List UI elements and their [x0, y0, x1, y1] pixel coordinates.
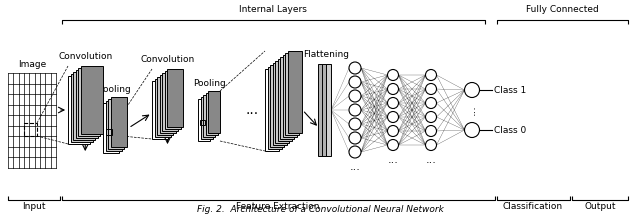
Bar: [322, 64, 327, 156]
Text: Output: Output: [584, 202, 616, 211]
Text: Flattening: Flattening: [303, 50, 349, 59]
Circle shape: [349, 62, 361, 74]
Circle shape: [349, 76, 361, 88]
Polygon shape: [159, 75, 175, 133]
Text: ...: ...: [388, 155, 399, 165]
Circle shape: [349, 132, 361, 144]
Polygon shape: [68, 76, 90, 144]
Polygon shape: [164, 71, 180, 129]
Circle shape: [426, 112, 436, 123]
Text: Pooling: Pooling: [193, 79, 225, 88]
Bar: [200, 120, 205, 125]
Circle shape: [465, 82, 479, 97]
Text: Fig. 2.  Architecture of a Convolutional Neural Network: Fig. 2. Architecture of a Convolutional …: [196, 205, 444, 214]
Polygon shape: [162, 73, 178, 131]
Polygon shape: [198, 99, 210, 141]
Text: ...: ...: [245, 103, 259, 117]
Polygon shape: [270, 65, 284, 147]
Text: Class 0: Class 0: [493, 125, 525, 134]
Polygon shape: [167, 69, 183, 127]
Polygon shape: [78, 68, 100, 136]
Circle shape: [426, 139, 436, 150]
Polygon shape: [157, 77, 173, 135]
Text: ...: ...: [426, 155, 436, 165]
Polygon shape: [103, 103, 119, 153]
Circle shape: [387, 97, 399, 108]
Polygon shape: [275, 61, 289, 143]
Polygon shape: [280, 57, 294, 139]
Polygon shape: [81, 66, 102, 134]
Circle shape: [387, 125, 399, 136]
Polygon shape: [70, 74, 93, 142]
Circle shape: [387, 112, 399, 123]
Text: Image: Image: [18, 60, 46, 69]
Text: ...: ...: [467, 104, 477, 116]
Polygon shape: [268, 67, 282, 149]
Bar: [326, 64, 331, 156]
Text: ...: ...: [349, 162, 360, 172]
Polygon shape: [208, 91, 220, 133]
Text: Internal Layers: Internal Layers: [239, 5, 307, 14]
Polygon shape: [265, 69, 279, 151]
Polygon shape: [285, 53, 299, 135]
Text: Fully Connected: Fully Connected: [525, 5, 598, 14]
Text: Feature Extraction: Feature Extraction: [236, 202, 320, 211]
Circle shape: [387, 84, 399, 95]
Polygon shape: [287, 51, 301, 133]
Text: Pooling: Pooling: [99, 85, 131, 94]
Text: Classification: Classification: [503, 202, 563, 211]
Circle shape: [465, 123, 479, 138]
Bar: [24, 123, 37, 136]
Circle shape: [349, 90, 361, 102]
Polygon shape: [205, 93, 218, 135]
Circle shape: [387, 139, 399, 150]
Circle shape: [349, 118, 361, 130]
Polygon shape: [111, 97, 127, 147]
Polygon shape: [203, 95, 215, 137]
Circle shape: [426, 70, 436, 81]
Circle shape: [387, 70, 399, 81]
Polygon shape: [76, 70, 97, 138]
Text: Convolution: Convolution: [58, 52, 113, 61]
Polygon shape: [200, 97, 212, 139]
Bar: [318, 64, 323, 156]
Polygon shape: [73, 72, 95, 140]
Polygon shape: [278, 59, 291, 141]
Polygon shape: [106, 101, 122, 151]
Circle shape: [426, 125, 436, 136]
Polygon shape: [108, 99, 124, 149]
Text: Convolution: Convolution: [140, 55, 195, 64]
Polygon shape: [282, 55, 296, 137]
Circle shape: [349, 146, 361, 158]
Polygon shape: [154, 79, 170, 137]
Bar: [106, 129, 112, 135]
Polygon shape: [152, 81, 168, 139]
Text: Input: Input: [22, 202, 45, 211]
Text: Class 1: Class 1: [493, 86, 525, 95]
Circle shape: [426, 97, 436, 108]
Polygon shape: [273, 63, 287, 145]
Circle shape: [349, 104, 361, 116]
Circle shape: [426, 84, 436, 95]
